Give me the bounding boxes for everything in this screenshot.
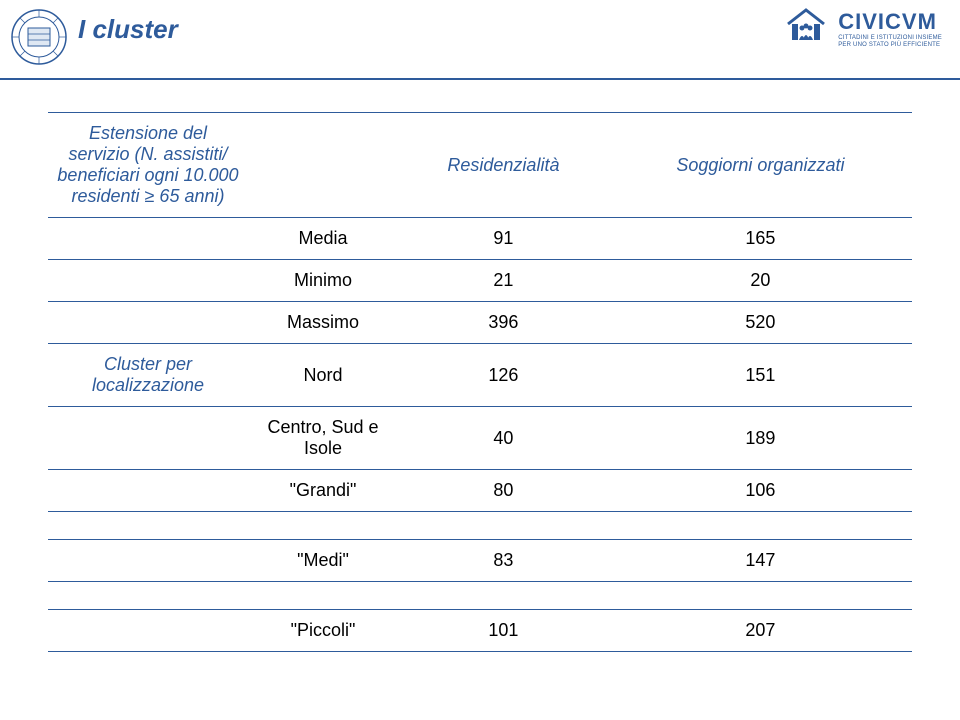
table-header-row: Estensione del servizio (N. assistiti/ b… <box>48 113 912 218</box>
cluster-value: 207 <box>609 610 912 652</box>
table-row: "Medi" 83 147 <box>48 540 912 582</box>
seal-icon <box>10 8 68 66</box>
cluster-value: 106 <box>609 470 912 512</box>
cluster-label: "Medi" <box>248 540 398 582</box>
table-row: Cluster per localizzazione Nord 126 151 <box>48 344 912 407</box>
stat-value: 396 <box>398 302 609 344</box>
stat-value: 91 <box>398 218 609 260</box>
brand-tagline-2: PER UNO STATO PIÙ EFFICIENTE <box>838 42 942 49</box>
cluster-value: 126 <box>398 344 609 407</box>
content-area: Estensione del servizio (N. assistiti/ b… <box>0 80 960 652</box>
cluster-value: 80 <box>398 470 609 512</box>
stat-label: Media <box>248 218 398 260</box>
stat-label: Minimo <box>248 260 398 302</box>
cluster-value: 147 <box>609 540 912 582</box>
stat-value: 21 <box>398 260 609 302</box>
col-2-header: Soggiorni organizzati <box>609 113 912 218</box>
table-row: "Piccoli" 101 207 <box>48 610 912 652</box>
cluster-label: "Grandi" <box>248 470 398 512</box>
table-row: Minimo 21 20 <box>48 260 912 302</box>
stat-value: 20 <box>609 260 912 302</box>
cluster-value: 83 <box>398 540 609 582</box>
cluster-value: 40 <box>398 407 609 470</box>
header-underline <box>0 78 960 80</box>
table-row: Media 91 165 <box>48 218 912 260</box>
cluster-value: 189 <box>609 407 912 470</box>
section-1-title: Estensione del servizio (N. assistiti/ b… <box>48 113 248 218</box>
table-row: Centro, Sud e Isole 40 189 <box>48 407 912 470</box>
cluster-value: 151 <box>609 344 912 407</box>
stat-value: 520 <box>609 302 912 344</box>
cluster-label: Nord <box>248 344 398 407</box>
cluster-value: 101 <box>398 610 609 652</box>
col-1-header: Residenzialità <box>398 113 609 218</box>
logo-right: CIVICVM CITTADINI E ISTITUZIONI INSIEME … <box>722 6 942 62</box>
data-table: Estensione del servizio (N. assistiti/ b… <box>48 112 912 652</box>
page-header: I cluster CIVICVM CITTADINI E ISTITUZION… <box>0 0 960 80</box>
cluster-label: "Piccoli" <box>248 610 398 652</box>
brand-name: CIVICVM <box>838 9 942 35</box>
page-title: I cluster <box>78 14 178 45</box>
section-2-title: Cluster per localizzazione <box>48 344 248 407</box>
civicum-icon <box>784 6 828 51</box>
cluster-label: Centro, Sud e Isole <box>248 407 398 470</box>
table-row: "Grandi" 80 106 <box>48 470 912 512</box>
brand-tagline-1: CITTADINI E ISTITUZIONI INSIEME <box>838 35 942 42</box>
stat-value: 165 <box>609 218 912 260</box>
logo-left <box>10 8 68 66</box>
stat-label: Massimo <box>248 302 398 344</box>
table-row: Massimo 396 520 <box>48 302 912 344</box>
